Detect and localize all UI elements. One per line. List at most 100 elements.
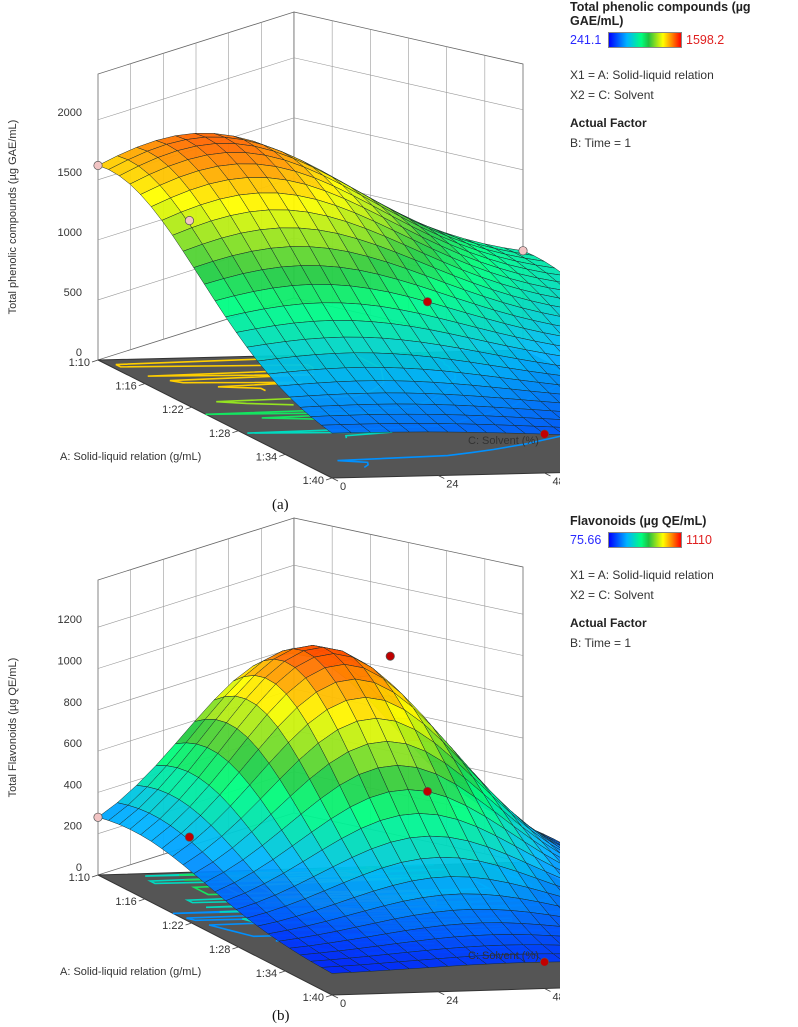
chart-panel-a: 0 500 1000 1500 2000 Total phenolic compounds… <box>0 0 798 513</box>
surface-cell <box>320 965 353 974</box>
grid-line <box>97 564 524 628</box>
legend-factor-title: Actual Factor <box>570 616 647 630</box>
surface-plot-a: 0 500 1000 1500 2000 Total phenolic compounds… <box>7 11 561 493</box>
x-axis: 1:10 1:16 1:22 1:28 1:34 1:40 A: Solid-liquid … <box>60 872 333 1004</box>
x-tick <box>138 383 145 386</box>
design-point <box>422 297 433 307</box>
legend-factor-title: Actual Factor <box>570 116 647 130</box>
x-tick <box>185 406 192 410</box>
z-tick-label: 600 <box>64 738 82 750</box>
x-tick-label: 1:40 <box>303 992 324 1004</box>
x-tick <box>232 946 239 950</box>
y-axis: 024487296C: Solvent (%) <box>331 435 561 493</box>
colorbar-gradient <box>608 32 682 48</box>
design-point <box>93 160 103 171</box>
legend-factor: B: Time = 1 <box>570 136 632 150</box>
legend-factor: B: Time = 1 <box>570 636 632 650</box>
contour-line <box>115 354 315 392</box>
x-tick <box>325 994 333 998</box>
grid-line <box>97 57 524 121</box>
z-tick-label: 200 <box>64 821 82 833</box>
z-axis: 0 200 400 600 800 1000 1200 Total Flavonoids (µ… <box>7 614 82 874</box>
design-point <box>93 812 103 822</box>
z-tick-label: 1500 <box>58 167 82 179</box>
x-tick-label: 1:40 <box>303 475 324 487</box>
x-tick <box>91 874 99 878</box>
legend-x1: X1 = A: Solid-liquid relation <box>570 68 714 82</box>
y-tick-label: 24 <box>446 479 458 491</box>
z-tick-label: 1000 <box>58 656 82 668</box>
colorbar-min: 75.66 <box>570 533 602 547</box>
x-axis-label: A: Solid-liquid relation (g/mL) <box>60 451 201 463</box>
x-tick <box>279 970 286 974</box>
legend-x2: X2 = C: Solvent <box>570 88 654 102</box>
z-tick-label: 2000 <box>58 107 82 119</box>
x-tick-label: 1:10 <box>69 357 90 369</box>
legend-b: Flavonoids (µg QE/mL) 75.66 1110 X1 = A:… <box>570 514 790 650</box>
surface <box>97 645 560 974</box>
y-tick-label: 24 <box>446 995 458 1007</box>
contour-line <box>337 435 560 469</box>
x-tick <box>185 922 192 926</box>
design-point <box>422 786 433 796</box>
z-tick-label: 0 <box>76 862 82 874</box>
z-tick-label: 0 <box>76 347 82 359</box>
y-tick <box>331 994 339 999</box>
z-axis-label: Total Flavonoids (µg QE/mL) <box>7 658 19 798</box>
z-axis-label: Total phenolic compounds (µg GAE/mL) <box>7 120 19 315</box>
design-point <box>184 216 194 226</box>
legend-title: Total phenolic compounds (µg GAE/mL) <box>570 0 751 28</box>
design-point <box>385 651 395 661</box>
x-tick <box>232 430 239 434</box>
colorbar: 241.1 1598.2 <box>570 32 790 48</box>
y-tick-label: 48 <box>553 992 561 1004</box>
x-tick-label: 1:16 <box>115 896 136 908</box>
y-axis-label: C: Solvent (%) <box>468 435 539 447</box>
z-tick-label: 400 <box>64 779 82 791</box>
y-tick-label: 0 <box>340 998 346 1010</box>
x-tick-label: 1:10 <box>69 872 90 884</box>
x-tick <box>279 454 286 457</box>
y-tick <box>544 472 551 477</box>
x-tick-label: 1:28 <box>209 428 230 440</box>
y-axis-label: C: Solvent (%) <box>468 950 539 962</box>
x-tick-label: 1:34 <box>256 451 277 463</box>
legend-a: Total phenolic compounds (µg GAE/mL) 241… <box>570 0 790 150</box>
colorbar-gradient <box>608 532 682 548</box>
z-tick-label: 1200 <box>58 614 82 626</box>
x-tick-label: 1:22 <box>162 920 183 932</box>
surface-cell <box>320 424 353 434</box>
x-tick-label: 1:16 <box>115 381 136 393</box>
design-point <box>518 246 528 256</box>
x-tick <box>138 898 145 902</box>
colorbar-max: 1110 <box>686 533 712 547</box>
y-tick-label: 48 <box>553 476 561 488</box>
design-point <box>184 832 194 842</box>
design-point <box>539 429 550 439</box>
design-point <box>539 957 550 967</box>
z-tick-label: 1000 <box>58 227 82 239</box>
y-tick <box>544 988 551 992</box>
legend-x2: X2 = C: Solvent <box>570 588 654 602</box>
x-axis-label: A: Solid-liquid relation (g/mL) <box>60 966 201 978</box>
y-tick <box>331 477 339 482</box>
legend-x1: X1 = A: Solid-liquid relation <box>570 568 714 582</box>
x-tick-label: 1:34 <box>256 968 277 980</box>
y-axis: 024487296C: Solvent (%) <box>331 950 561 1010</box>
y-tick-label: 0 <box>340 481 346 493</box>
y-tick <box>438 475 445 479</box>
y-tick <box>438 991 445 996</box>
colorbar-min: 241.1 <box>570 33 602 47</box>
caption-a: (a) <box>272 497 289 513</box>
x-tick-label: 1:22 <box>162 404 183 416</box>
x-tick <box>91 359 99 363</box>
surface-plot-b: 0 200 400 600 800 1000 1200 Total Flavonoids (µ… <box>7 517 561 1010</box>
z-tick-label: 500 <box>64 287 82 299</box>
z-tick-label: 800 <box>64 697 82 709</box>
colorbar-max: 1598.2 <box>686 33 725 47</box>
x-tick-label: 1:28 <box>209 944 230 956</box>
z-axis: 0 500 1000 1500 2000 Total phenolic compounds… <box>7 107 82 359</box>
grid-line <box>97 647 524 711</box>
x-axis: 1:10 1:16 1:22 1:28 1:34 1:40 A: Solid-liquid … <box>60 357 333 487</box>
x-tick <box>325 477 333 481</box>
